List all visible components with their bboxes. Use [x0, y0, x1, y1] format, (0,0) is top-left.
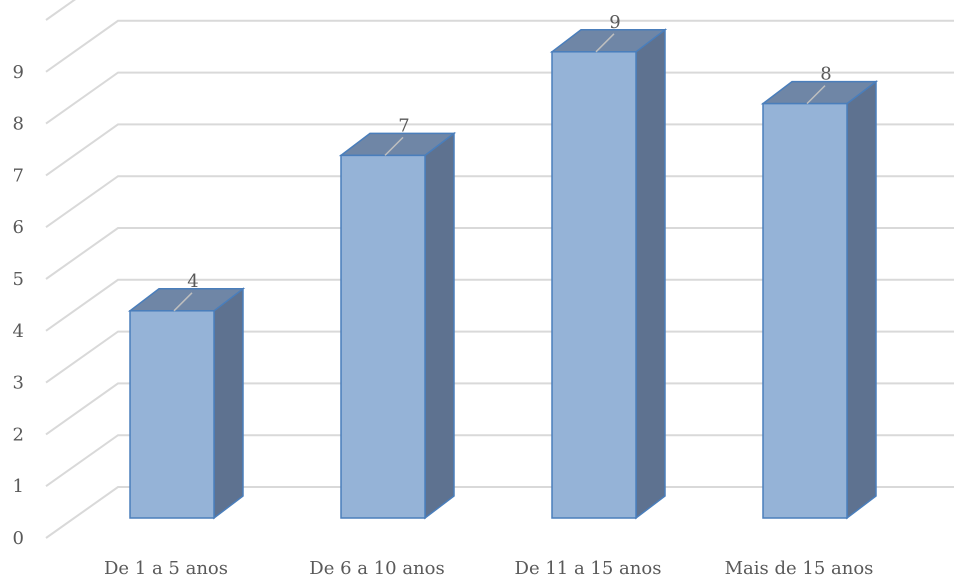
category-label: De 1 a 5 anos: [104, 558, 228, 579]
bar-side-face: [424, 131, 455, 520]
gridline: [45, 278, 954, 332]
data-label-leader: [173, 292, 193, 312]
y-tick-label: 3: [13, 373, 24, 394]
category-label: De 6 a 10 anos: [309, 558, 444, 579]
data-label: 7: [398, 115, 409, 136]
gridlines: [45, 0, 954, 539]
category-label: De 11 a 15 anos: [515, 558, 662, 579]
gridline: [45, 123, 954, 177]
gridline: [45, 71, 954, 125]
gridline: [45, 175, 954, 229]
gridline: [45, 330, 954, 384]
bar-side-face: [635, 28, 666, 520]
x-axis-categories: De 1 a 5 anos De 6 a 10 anos De 11 a 15 an…: [104, 558, 873, 579]
y-tick-label: 6: [13, 217, 24, 238]
gridline: [45, 0, 76, 21]
data-label: 9: [609, 12, 620, 33]
category-label: Mais de 15 anos: [725, 558, 874, 579]
y-tick-label: 9: [13, 62, 24, 83]
y-tick-label: 8: [13, 114, 24, 135]
gridline: [45, 486, 954, 539]
data-label-leader: [806, 85, 826, 105]
y-tick-label: 2: [13, 424, 24, 445]
data-label-leader: [595, 33, 615, 53]
y-tick-label: 5: [13, 269, 24, 290]
y-tick-label: 4: [13, 321, 24, 342]
bar: [762, 102, 848, 519]
gridline: [45, 227, 954, 280]
bar: [551, 51, 637, 519]
data-label: 4: [187, 271, 198, 292]
bar-side-face: [213, 287, 244, 520]
data-labels: 4 7 9 8: [173, 12, 832, 312]
gridline: [45, 382, 954, 436]
bar-side-face: [846, 80, 877, 520]
gridline: [45, 19, 954, 73]
bars: [127, 28, 879, 520]
data-label: 8: [820, 64, 831, 85]
y-axis-ticks: 0 1 2 3 4 5 6 7 8 9: [13, 62, 24, 549]
data-label-leader: [384, 136, 404, 156]
y-tick-label: 7: [13, 165, 24, 186]
gridline: [45, 434, 954, 488]
bar: [129, 310, 215, 519]
y-tick-label: 1: [13, 476, 24, 497]
y-tick-label: 0: [13, 528, 24, 549]
bar: [340, 154, 426, 519]
